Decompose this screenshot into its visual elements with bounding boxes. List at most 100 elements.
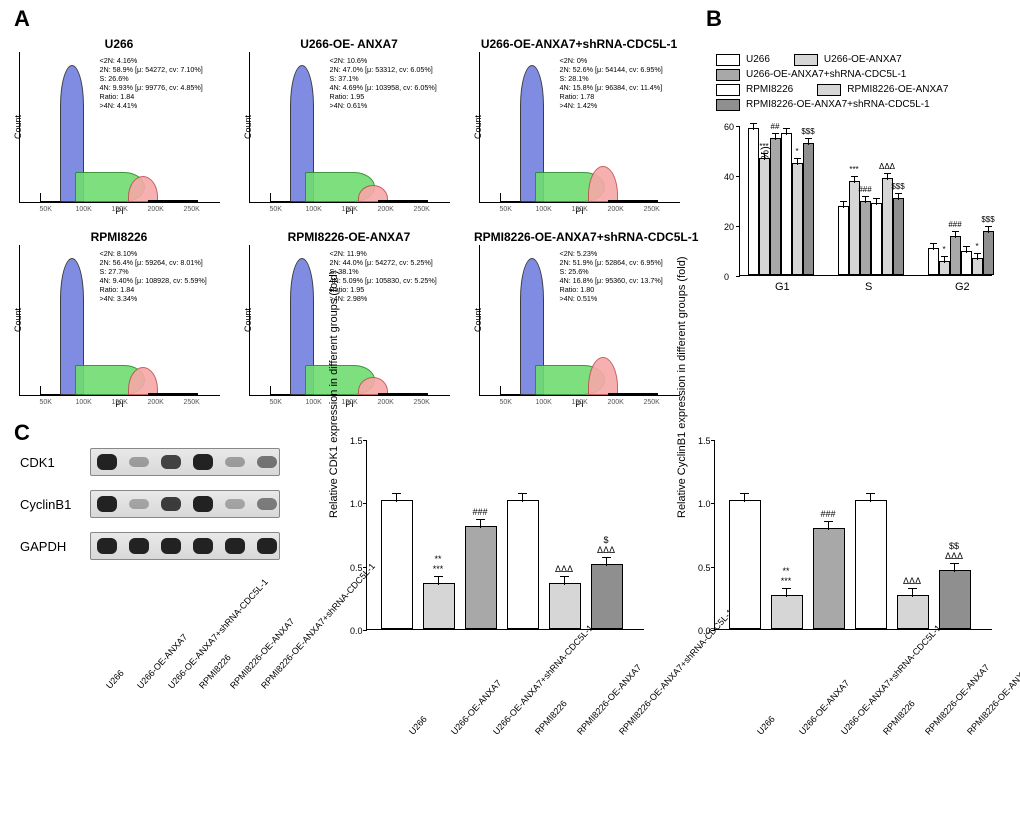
legend-swatch: [716, 54, 740, 66]
western-blots: CDK1CyclinB1GAPDHU266U266-OE-ANXA7U266-O…: [20, 448, 280, 694]
significance-marker: ** ***: [420, 554, 456, 574]
blot-label: CyclinB1: [20, 497, 80, 512]
cell-cycle-bar-chart: Cell cycle distribution (%) ***##*$$$G1*…: [706, 118, 996, 298]
cytometry-axes: <2N: 4.16%2N: 58.9% [μ: 54272, cv: 7.10%…: [19, 52, 220, 203]
flow-cytometry-grid: U266 <2N: 4.16%2N: 58.9% [μ: 54272, cv: 7…: [14, 36, 694, 414]
significance-marker: ΔΔΔ: [894, 576, 930, 586]
legend-row: U266-OE-ANXA7+shRNA-CDC5L-1: [716, 67, 1006, 82]
bar: [961, 251, 972, 276]
significance-marker: ** ***: [768, 566, 804, 586]
panel-a: A U266 <2N: 4.16%2N: 58.9% [μ: 54272, cv:…: [14, 6, 694, 414]
cytometry-title: U266-OE-ANXA7+shRNA-CDC5L-1: [474, 36, 684, 52]
significance-marker: ###: [855, 185, 875, 194]
bar: [893, 198, 904, 275]
bar: [465, 526, 497, 629]
legend-row: RPMI8226-OE-ANXA7+shRNA-CDC5L-1: [716, 97, 1006, 112]
significance-marker: ΔΔΔ: [877, 162, 897, 171]
blot-band: [193, 496, 213, 512]
blot-band: [193, 454, 213, 470]
group-label: G2: [955, 281, 970, 293]
legend-label: U266-OE-ANXA7: [824, 52, 902, 67]
blot-band: [257, 498, 277, 510]
panel-c: C CDK1CyclinB1GAPDHU266U266-OE-ANXA7U266…: [14, 420, 1006, 446]
cytometry-axes: <2N: 10.6%2N: 47.0% [μ: 53312, cv: 6.05%…: [249, 52, 450, 203]
chart-b-axes: ***##*$$$G1***###ΔΔΔ$$$S*###*$$$G2: [739, 126, 992, 276]
legend-swatch: [794, 54, 818, 66]
bar: [507, 500, 539, 629]
cytometry-ylabel: Count: [13, 115, 23, 139]
bar: [591, 564, 623, 629]
cytometry-title: U266-OE- ANXA7: [244, 36, 454, 52]
panel-a-letter: A: [14, 6, 694, 32]
cytometry-ylabel: Count: [473, 115, 483, 139]
legend-swatch: [716, 69, 740, 81]
blot-band: [129, 457, 149, 467]
lane-label: RPMI8226: [533, 698, 569, 736]
significance-marker: ###: [810, 509, 846, 519]
cytometry-stats: <2N: 11.9%2N: 44.0% [μ: 54272, cv: 5.25%…: [330, 249, 437, 303]
cytometry-stats: <2N: 10.6%2N: 47.0% [μ: 53312, cv: 6.05%…: [330, 56, 437, 110]
cytometry-axes: <2N: 11.9%2N: 44.0% [μ: 54272, cv: 5.25%…: [249, 245, 450, 396]
blot-label: GAPDH: [20, 539, 80, 554]
legend-swatch: [817, 84, 841, 96]
cytometry-plot: RPMI8226 <2N: 8.10%2N: 56.4% [μ: 59264, c…: [14, 229, 224, 409]
blot-strip: [90, 448, 280, 476]
bar: [771, 595, 803, 629]
cytometry-title: U266: [14, 36, 224, 52]
blot-band: [161, 455, 181, 469]
legend-label: RPMI8226-OE-ANXA7+shRNA-CDC5L-1: [746, 97, 930, 112]
bar: [972, 258, 983, 275]
blot-row: GAPDH: [20, 532, 280, 560]
cdk1-axes: ** *** ### ΔΔΔ $ ΔΔΔ: [366, 440, 644, 630]
blot-lane-labels: U266U266-OE-ANXA7U266-OE-ANXA7+shRNA-CDC…: [34, 574, 294, 694]
cytometry-ylabel: Count: [243, 308, 253, 332]
bar: [939, 570, 971, 629]
cytometry-plot: U266-OE-ANXA7+shRNA-CDC5L-1<2N: 0%2N: 52…: [474, 36, 684, 216]
significance-marker: $ ΔΔΔ: [588, 535, 624, 555]
cytometry-title: RPMI8226: [14, 229, 224, 245]
legend-label: RPMI8226: [746, 82, 793, 97]
bar: [423, 583, 455, 629]
significance-marker: ΔΔΔ: [546, 564, 582, 574]
blot-band: [97, 454, 117, 470]
cytometry-stats: <2N: 8.10%2N: 56.4% [μ: 59264, cv: 8.01%…: [100, 249, 207, 303]
cytometry-axes: <2N: 0%2N: 52.6% [μ: 54144, cv: 6.95%]S:…: [479, 52, 680, 203]
blot-band: [97, 538, 117, 554]
significance-marker: ***: [844, 165, 864, 174]
cytometry-stats: <2N: 4.16%2N: 58.9% [μ: 54272, cv: 7.10%…: [100, 56, 203, 110]
significance-marker: $$$: [798, 127, 818, 136]
bar: [983, 231, 994, 276]
cdk1-bar-chart: ** ***###ΔΔΔ$ ΔΔΔ Relative CDK1 expressi…: [326, 430, 656, 750]
bar: [849, 181, 860, 276]
bar: [792, 163, 803, 275]
panel-b-legend: U266U266-OE-ANXA7U266-OE-ANXA7+shRNA-CDC…: [716, 52, 1006, 112]
cytometry-ylabel: Count: [473, 308, 483, 332]
blot-band: [225, 499, 245, 509]
bar: [549, 583, 581, 629]
lane-label: U266: [755, 714, 777, 737]
blot-strip: [90, 490, 280, 518]
significance-marker: ###: [462, 507, 498, 517]
group-label: G1: [775, 281, 790, 293]
lane-label: U266: [407, 714, 429, 737]
bar: [855, 500, 887, 629]
cytometry-plot: RPMI8226-OE-ANXA7+shRNA-CDC5L-1<2N: 5.23…: [474, 229, 684, 409]
lane-label: U266: [104, 668, 126, 691]
blot-row: CDK1: [20, 448, 280, 476]
bar: [882, 178, 893, 275]
cytometry-title: RPMI8226-OE-ANXA7+shRNA-CDC5L-1: [474, 229, 684, 245]
significance-marker: $$ ΔΔΔ: [936, 541, 972, 561]
cytometry-ylabel: Count: [13, 308, 23, 332]
bar: [871, 203, 882, 275]
mini-ylabel: Relative CyclinB1 expression in differen…: [676, 506, 688, 518]
blot-row: CyclinB1: [20, 490, 280, 518]
cytometry-title: RPMI8226-OE-ANXA7: [244, 229, 454, 245]
bar: [950, 236, 961, 276]
bar: [770, 138, 781, 275]
significance-marker: $$$: [978, 215, 998, 224]
bar: [759, 158, 770, 275]
cyclinb1-bar-chart: ** *** ### ΔΔΔ $$ ΔΔΔ Relative CyclinB1 exp…: [674, 430, 1004, 750]
bar: [729, 500, 761, 629]
significance-marker: $$$: [888, 182, 908, 191]
panel-b: B U266U266-OE-ANXA7U266-OE-ANXA7+shRNA-C…: [706, 6, 1006, 298]
